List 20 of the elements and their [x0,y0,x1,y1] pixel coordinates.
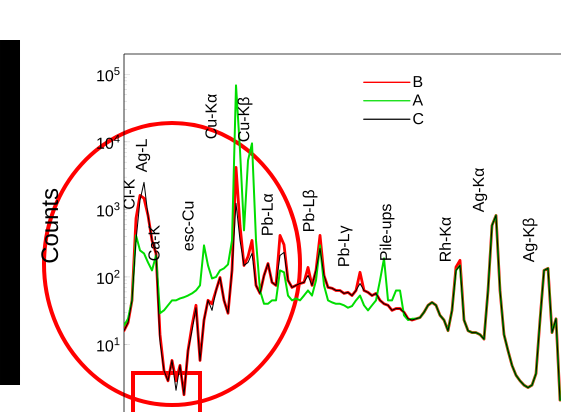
annotation: Rh-Kα [439,217,451,262]
y-axis-title: Counts [41,188,58,262]
annotation: Pb-Lγ [338,226,352,266]
annotation: Ag-Kα [472,168,488,212]
annotation: Cu-Kβ [238,97,252,142]
annotation: Cu-Kα [205,94,217,138]
annotation: Ca-K [148,225,160,260]
annotation: Ag-Kβ [522,218,538,262]
annotation: Pb-Lβ [302,190,318,231]
legend-label: C [413,112,424,124]
y-tick-label: 10$^{3}$ [97,202,120,216]
annotation: Pile-ups [380,204,394,260]
y-tick-label: 10$^{2}$ [97,270,120,284]
annotation: esc-Cu [182,202,194,251]
y-tick-label: 10$^{1}$ [97,337,120,352]
legend-label: B [414,76,422,88]
y-tick-label: 10$^{5}$ [97,67,120,82]
annotation: Pb-Lα [261,194,273,235]
annotation: Ag-L [136,139,150,172]
legend-label: A [412,94,424,106]
